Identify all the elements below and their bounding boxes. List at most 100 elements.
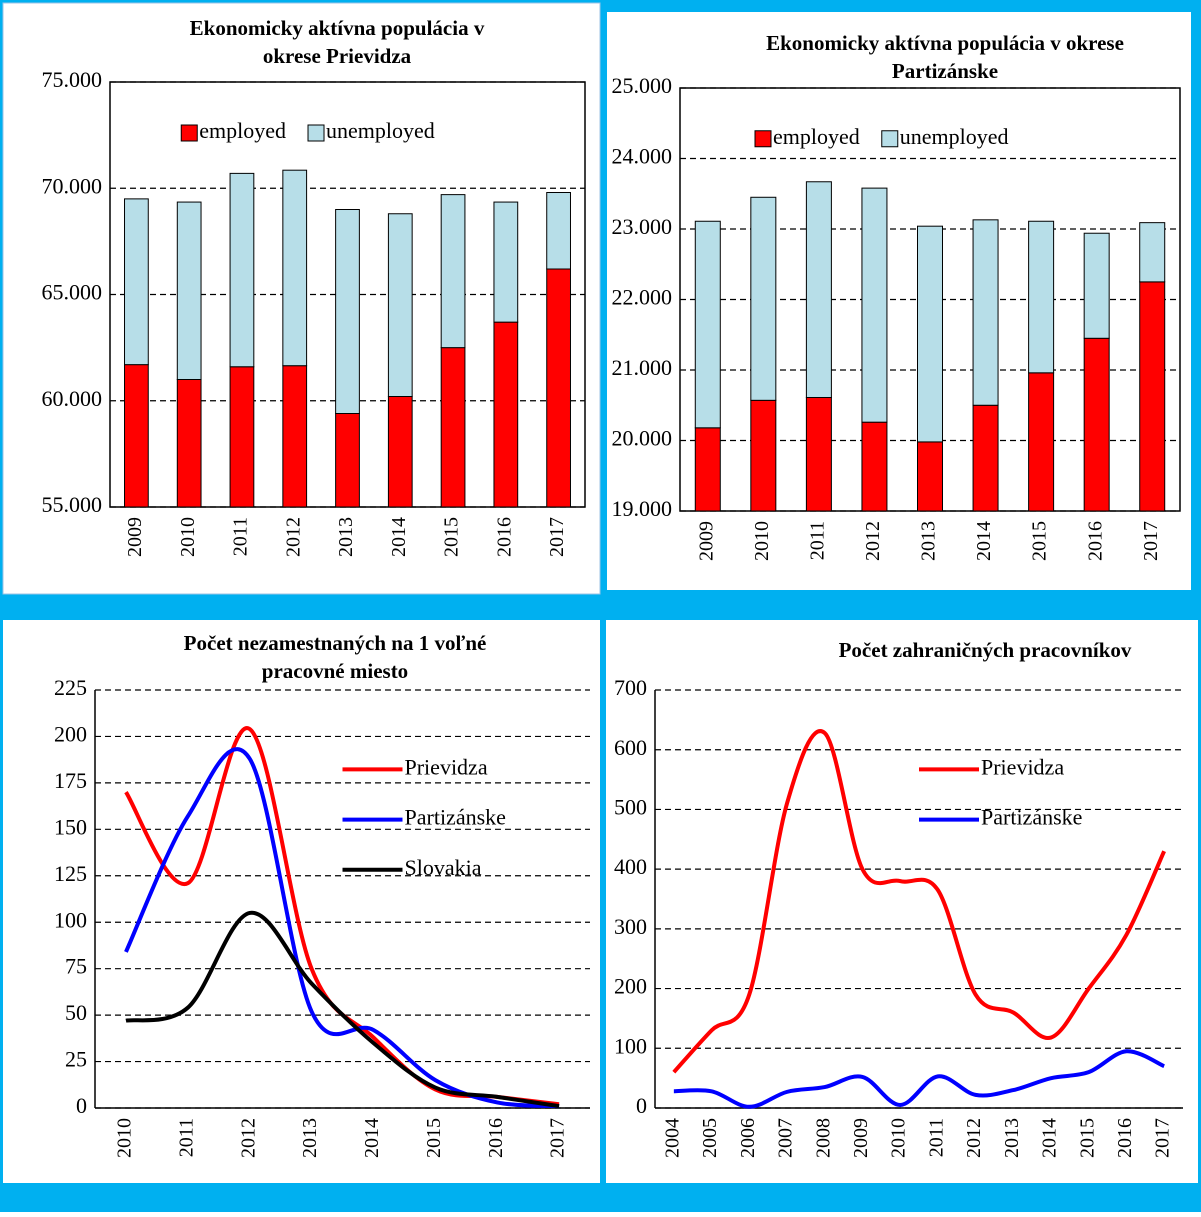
y-tick-label: 75 [65,954,87,979]
bar-segment [805,181,832,398]
y-tick-label: 0 [636,1093,647,1118]
y-tick-label: 500 [614,794,647,819]
y-tick-label: 75.000 [42,67,103,92]
bar-segment [229,172,255,368]
x-tick-label: 2016 [493,517,515,557]
y-tick-label: 150 [54,814,87,839]
legend-swatch [307,124,325,142]
y-tick-label: 200 [614,974,647,999]
x-tick-label: 2015 [423,1118,445,1158]
y-tick-label: 25.000 [612,73,673,98]
legend-label: Partizánske [981,805,1082,830]
x-tick-label: 2006 [737,1118,759,1158]
x-tick-label: 2004 [661,1118,683,1158]
x-tick-label: 2016 [1084,521,1106,561]
bar-segment [694,427,721,512]
x-tick-label: 2013 [299,1118,321,1158]
x-tick-label: 2014 [973,521,995,561]
legend-label: unemployed [900,124,1009,149]
bar-segment [493,201,519,323]
x-tick-label: 2015 [1076,1118,1098,1158]
chart-title: Počet nezamestnaných na 1 voľné [184,631,487,655]
line-series [125,910,560,1109]
y-tick-label: 21.000 [612,355,673,380]
x-tick-label: 2011 [175,1118,197,1157]
bar-segment [440,347,466,508]
legend-label: Partizánske [405,805,506,830]
x-tick-label: 2011 [230,517,252,556]
chart-title: Partizánske [892,59,998,83]
legend-swatch [881,130,899,148]
x-tick-label: 2013 [1001,1118,1023,1158]
x-tick-label: 2016 [1114,1118,1136,1158]
y-tick-label: 0 [76,1093,87,1118]
y-tick-label: 25 [65,1047,87,1072]
bar-segment [387,396,413,508]
y-tick-label: 300 [614,914,647,939]
bar-segment [124,198,149,366]
legend-label: Prievidza [405,754,488,779]
chart-title: Ekonomicky aktívna populácia v [190,16,485,40]
line-series [672,729,1166,1074]
legend-label: employed [199,118,286,143]
y-tick-label: 400 [614,854,647,879]
y-tick-label: 600 [614,735,647,760]
x-tick-label: 2013 [918,521,940,561]
x-tick-label: 2011 [806,521,828,560]
bar-segment [750,399,777,512]
x-tick-label: 2010 [114,1118,136,1158]
x-tick-label: 2017 [1140,521,1162,561]
x-tick-label: 2014 [361,1118,383,1158]
bar-segment [282,365,308,508]
bar-segment [861,421,888,512]
bar-segment [335,413,360,508]
x-tick-label: 2016 [485,1118,507,1158]
x-tick-label: 2012 [862,521,884,561]
y-tick-label: 55.000 [42,492,103,517]
legend-swatch [180,124,198,142]
y-tick-label: 60.000 [42,386,103,411]
bar-segment [972,219,999,406]
bar-segment [546,192,571,270]
bar-segment [440,194,466,349]
bar-segment [124,364,149,508]
x-tick-label: 2009 [695,521,717,561]
bar-segment [493,321,519,508]
x-tick-label: 2011 [925,1118,947,1157]
bar-segment [805,396,832,512]
panel [3,620,600,1183]
x-tick-label: 2008 [812,1118,834,1158]
legend-label: Slovakia [405,855,482,880]
y-tick-label: 175 [54,768,87,793]
legend-swatch [754,130,772,148]
x-tick-label: 2012 [237,1118,259,1158]
x-tick-label: 2012 [963,1118,985,1158]
bar-segment [917,225,943,443]
y-tick-label: 100 [54,907,87,932]
x-tick-label: 2010 [888,1118,910,1158]
legend-label: employed [773,124,860,149]
bar-segment [546,268,571,508]
x-tick-label: 2014 [388,517,410,557]
bar-segment [282,169,308,367]
x-tick-label: 2009 [124,517,146,557]
y-tick-label: 19.000 [612,496,673,521]
y-tick-label: 100 [614,1033,647,1058]
bar-segment [861,187,888,423]
x-tick-label: 2007 [775,1118,797,1158]
y-tick-label: 200 [54,721,87,746]
bar-segment [1028,220,1055,374]
bar-segment [176,201,202,380]
y-tick-label: 50 [65,1000,87,1025]
bar-segment [972,404,999,512]
x-tick-label: 2013 [335,517,357,557]
x-tick-label: 2005 [699,1118,721,1158]
bar-segment [1028,372,1055,512]
x-tick-label: 2014 [1039,1118,1061,1158]
x-tick-label: 2010 [177,517,199,557]
bar-segment [335,209,360,414]
x-tick-label: 2017 [546,517,568,557]
y-tick-label: 20.000 [612,426,673,451]
bar-segment [176,379,202,508]
